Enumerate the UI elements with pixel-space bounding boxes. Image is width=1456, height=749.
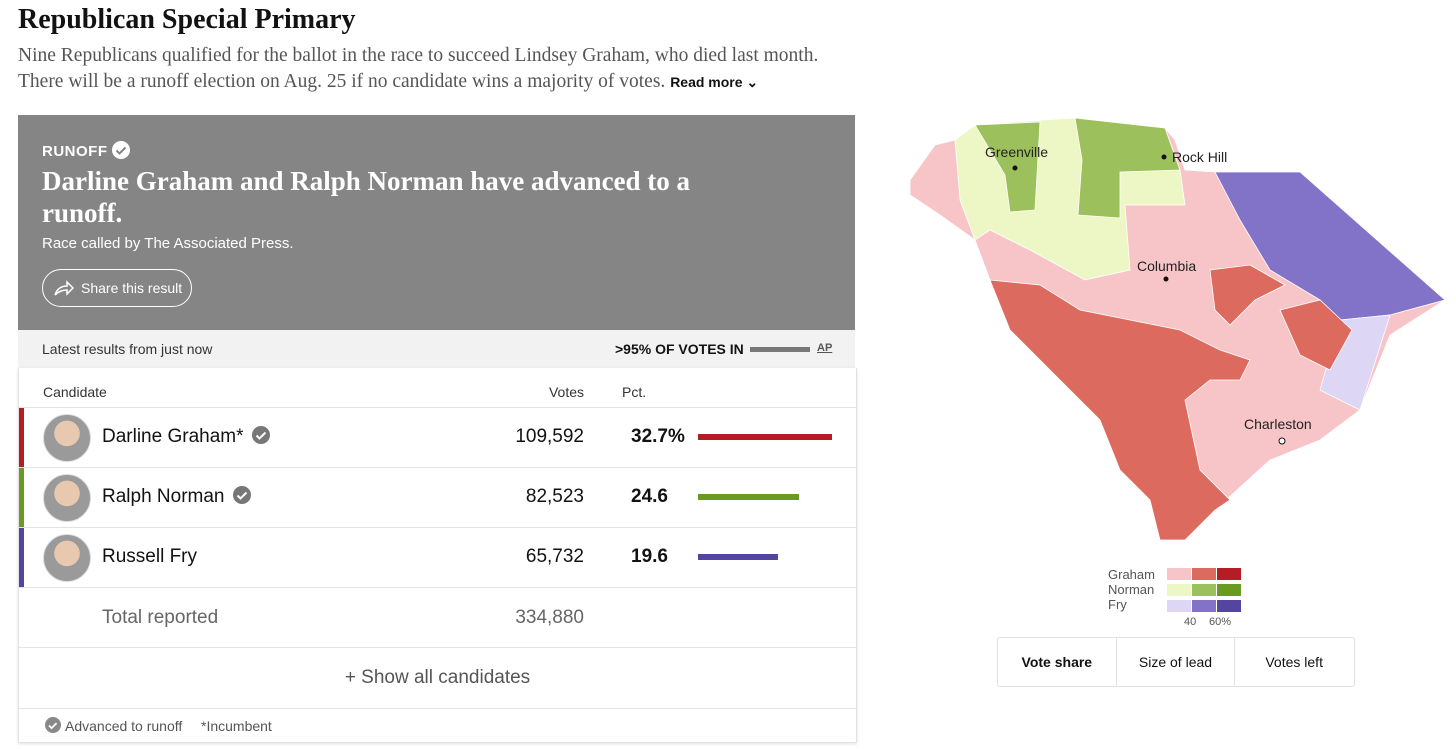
candidate-name-text: Ralph Norman [102, 486, 225, 507]
description-text: Nine Republicans qualified for the ballo… [18, 45, 819, 92]
pct-bar [698, 554, 779, 560]
city: Greenville [985, 144, 1048, 160]
footnote: *Incumbent [201, 718, 272, 734]
called-by: Race called by The Associated Press. [42, 235, 294, 252]
results-bar: Latest results from just now >95% OF VOT… [18, 330, 855, 368]
votes: 65,732 [525, 546, 584, 567]
candidate-name: Russell Fry [102, 546, 197, 568]
results-table: Candidate Votes Pct. Darline Graham* 109,… [18, 368, 857, 743]
read-more[interactable]: Read more ⌄ [670, 74, 759, 90]
source: AP [817, 342, 833, 354]
avatar [43, 474, 91, 522]
total-votes: 334,880 [515, 607, 584, 628]
party-stripe [19, 408, 24, 468]
reporting: >95% OF VOTES IN [615, 341, 744, 357]
headline: Darline Graham and Ralph Norman have adv… [42, 166, 691, 228]
runoff-text: RUNOFF [42, 143, 108, 160]
footnote: Advanced to runoff [65, 718, 183, 734]
total-label: Total reported [102, 607, 219, 628]
column-header: Candidate [43, 384, 107, 400]
map-tab[interactable]: Size of lead [1117, 638, 1236, 686]
candidate-name: Ralph Norman [102, 486, 251, 508]
candidate-name-text: Darline Graham* [102, 426, 244, 447]
share-icon [54, 280, 75, 296]
city: Columbia [1137, 258, 1196, 274]
city: Rock Hill [1172, 149, 1227, 165]
pct: 32.7% [631, 426, 685, 447]
avatar [43, 414, 91, 462]
status-box: RUNOFF Darline Graham and Ralph Norman h… [18, 115, 855, 330]
legend-label: Norman [1108, 582, 1154, 597]
column-header: Votes [548, 384, 584, 400]
candidate-row: Darline Graham* 109,592 32.7% [19, 407, 856, 468]
votes: 109,592 [515, 426, 584, 447]
map-legend: Graham Norman Fry 40 60% [1108, 567, 1241, 628]
party-stripe [19, 468, 24, 528]
column-header: Pct. [622, 384, 647, 400]
share-button[interactable]: Share this result [42, 269, 192, 307]
runoff-label: RUNOFF [42, 141, 131, 160]
legend-label: Fry [1108, 597, 1127, 612]
city: Charleston [1244, 416, 1312, 432]
share-text[interactable]: Share this result [81, 280, 183, 296]
description: Nine Republicans qualified for the ballo… [18, 43, 868, 95]
pct-bar [698, 434, 833, 440]
city-labels: Greenville Rock Hill Columbia Charleston [985, 144, 1312, 445]
show-all[interactable]: + Show all candidates [19, 647, 856, 708]
pct-bar [698, 494, 799, 500]
legend-tick: 40 [1184, 616, 1196, 628]
map-tab[interactable]: Vote share [998, 638, 1117, 686]
legend-tick: 60% [1209, 616, 1231, 628]
latest: Latest results from just now [42, 341, 213, 357]
footnotes: Advanced to runoff *Incumbent [19, 708, 856, 743]
candidate-name: Darline Graham* [102, 426, 270, 448]
pct: 19.6 [631, 546, 668, 567]
votes: 82,523 [525, 486, 584, 507]
pct: 24.6 [631, 486, 668, 507]
title: Republican Special Primary [18, 4, 356, 35]
check-icon [112, 141, 131, 159]
legend-label: Graham [1108, 567, 1155, 582]
party-stripe [19, 528, 24, 588]
map-tabs: Vote share Size of lead Votes left [997, 637, 1355, 687]
map: Greenville Rock Hill Columbia Charleston [909, 117, 1446, 541]
candidate-row: Ralph Norman 82,523 24.6 [19, 467, 856, 528]
check-icon [45, 717, 61, 733]
total-row: Total reported 334,880 [19, 587, 856, 648]
candidate-name-text: Russell Fry [102, 546, 198, 567]
reporting-bar [750, 347, 810, 352]
map-tab[interactable]: Votes left [1265, 654, 1323, 670]
candidate-row: Russell Fry 65,732 19.6 [19, 527, 856, 588]
read-more-text[interactable]: Read more [670, 74, 743, 90]
avatar [43, 534, 91, 582]
